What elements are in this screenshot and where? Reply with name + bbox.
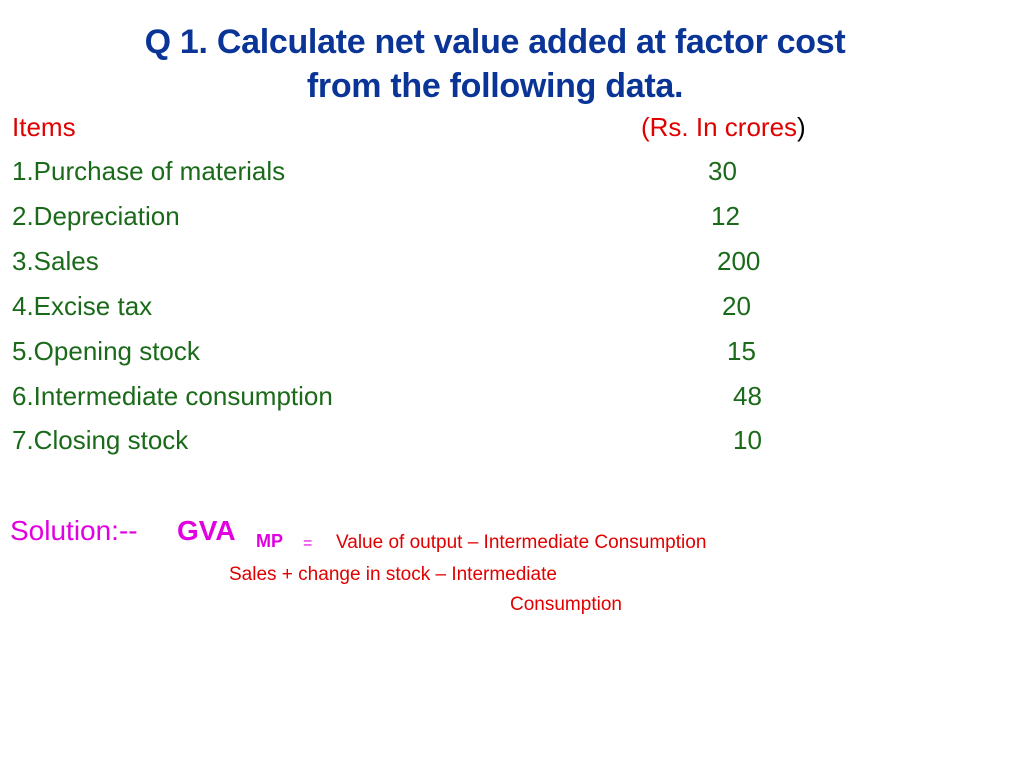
header-units-text: (Rs. In crores (641, 112, 798, 142)
header-units: (Rs. In crores) (641, 112, 806, 143)
row-label: 6.Intermediate consumption (12, 381, 333, 411)
gva-term: GVA (177, 515, 236, 546)
header-items: Items (12, 112, 76, 142)
row-label: 7.Closing stock (12, 425, 189, 455)
row-value: 10 (733, 425, 762, 455)
row-value: 30 (708, 156, 737, 186)
formula-line-1: Value of output – Intermediate Consumpti… (336, 532, 707, 553)
row-label: 5.Opening stock (12, 336, 200, 366)
equals-sign: = (303, 535, 313, 552)
row-label: 3.Sales (12, 246, 99, 276)
mp-subscript: MP (256, 531, 283, 551)
formula-line-3: Consumption (510, 594, 622, 615)
row-label: 2.Depreciation (12, 201, 180, 231)
row-label: 4.Excise tax (12, 291, 153, 321)
formula-line-2: Sales + change in stock – Intermediate (229, 564, 557, 585)
row-label: 1.Purchase of materials (12, 156, 286, 186)
row-value: 12 (711, 201, 740, 231)
solution-label: Solution:-- (10, 515, 138, 546)
page-title: Q 1. Calculate net value added at factor… (0, 20, 990, 108)
title-line-1: Q 1. Calculate net value added at factor… (144, 23, 846, 61)
row-value: 48 (733, 381, 762, 411)
row-value: 15 (727, 336, 756, 366)
row-value: 20 (722, 291, 751, 321)
row-value: 200 (717, 246, 761, 276)
title-line-2: from the following data. (306, 67, 684, 105)
header-units-close: ) (797, 112, 806, 142)
